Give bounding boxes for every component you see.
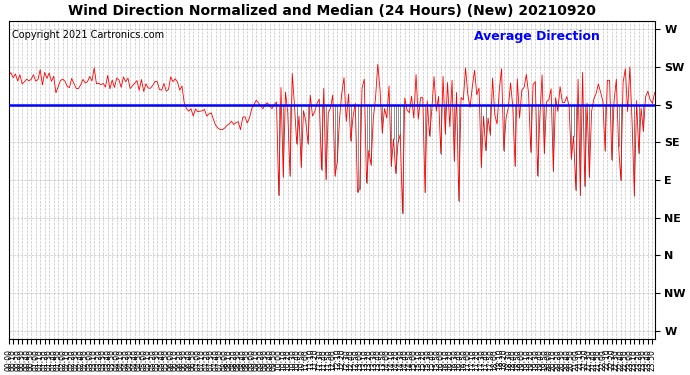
Text: Average Direction: Average Direction <box>474 30 600 43</box>
Title: Wind Direction Normalized and Median (24 Hours) (New) 20210920: Wind Direction Normalized and Median (24… <box>68 4 595 18</box>
Text: Copyright 2021 Cartronics.com: Copyright 2021 Cartronics.com <box>12 30 164 40</box>
